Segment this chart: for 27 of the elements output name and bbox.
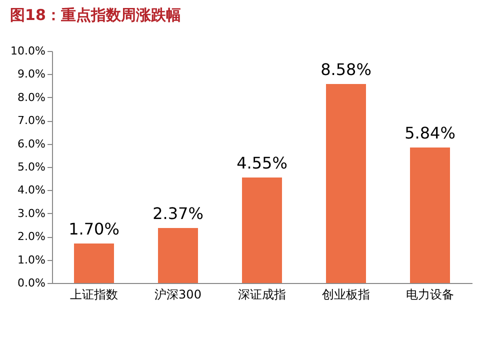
x-tick-label: 创业板指 bbox=[322, 288, 370, 302]
bar bbox=[410, 148, 450, 283]
y-tick-label: 5.0% bbox=[18, 160, 46, 174]
y-tick-label: 2.0% bbox=[18, 230, 46, 244]
data-label: 5.84% bbox=[404, 124, 456, 143]
y-tick-label: 10.0% bbox=[10, 44, 46, 58]
chart-title: 图18：重点指数周涨跌幅 bbox=[10, 6, 181, 24]
data-label: 4.55% bbox=[236, 153, 288, 172]
x-tick-label: 电力设备 bbox=[406, 288, 454, 302]
bar bbox=[74, 244, 114, 283]
y-tick-label: 3.0% bbox=[18, 206, 46, 220]
bar bbox=[326, 84, 366, 283]
y-tick-label: 6.0% bbox=[18, 137, 46, 150]
y-tick-label: 7.0% bbox=[18, 114, 46, 128]
y-tick-label: 1.0% bbox=[18, 253, 46, 266]
data-label: 1.70% bbox=[68, 220, 120, 239]
y-tick-label: 0.0% bbox=[18, 276, 46, 290]
y-tick-label: 9.0% bbox=[18, 68, 46, 81]
bar bbox=[242, 177, 282, 283]
y-tick-label: 4.0% bbox=[18, 184, 46, 197]
data-label: 8.58% bbox=[320, 60, 372, 79]
y-tick-label: 8.0% bbox=[18, 90, 46, 104]
x-tick-label: 沪深300 bbox=[154, 288, 202, 302]
bar bbox=[158, 228, 198, 283]
x-tick-label: 上证指数 bbox=[70, 288, 118, 302]
x-tick-label: 深证成指 bbox=[238, 288, 286, 302]
data-label: 2.37% bbox=[152, 204, 204, 224]
